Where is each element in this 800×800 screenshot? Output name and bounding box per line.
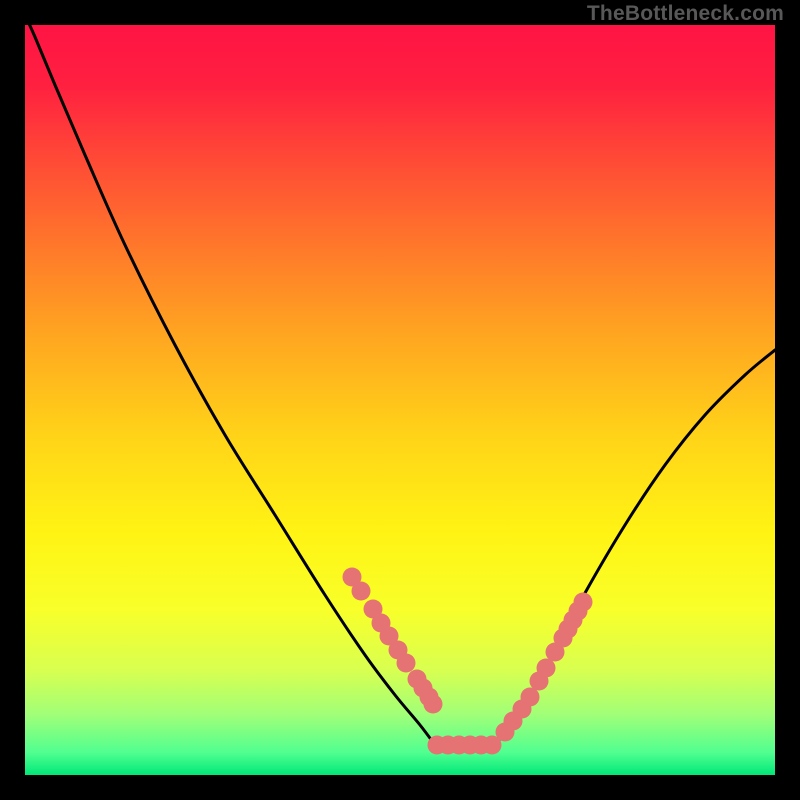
chart-plot-area: [25, 25, 775, 775]
data-marker: [574, 593, 593, 612]
data-marker: [352, 582, 371, 601]
bottleneck-curve-chart: [25, 25, 775, 775]
data-marker: [537, 659, 556, 678]
watermark-text: TheBottleneck.com: [587, 2, 784, 26]
data-marker: [521, 688, 540, 707]
data-marker: [397, 654, 416, 673]
data-marker: [424, 695, 443, 714]
